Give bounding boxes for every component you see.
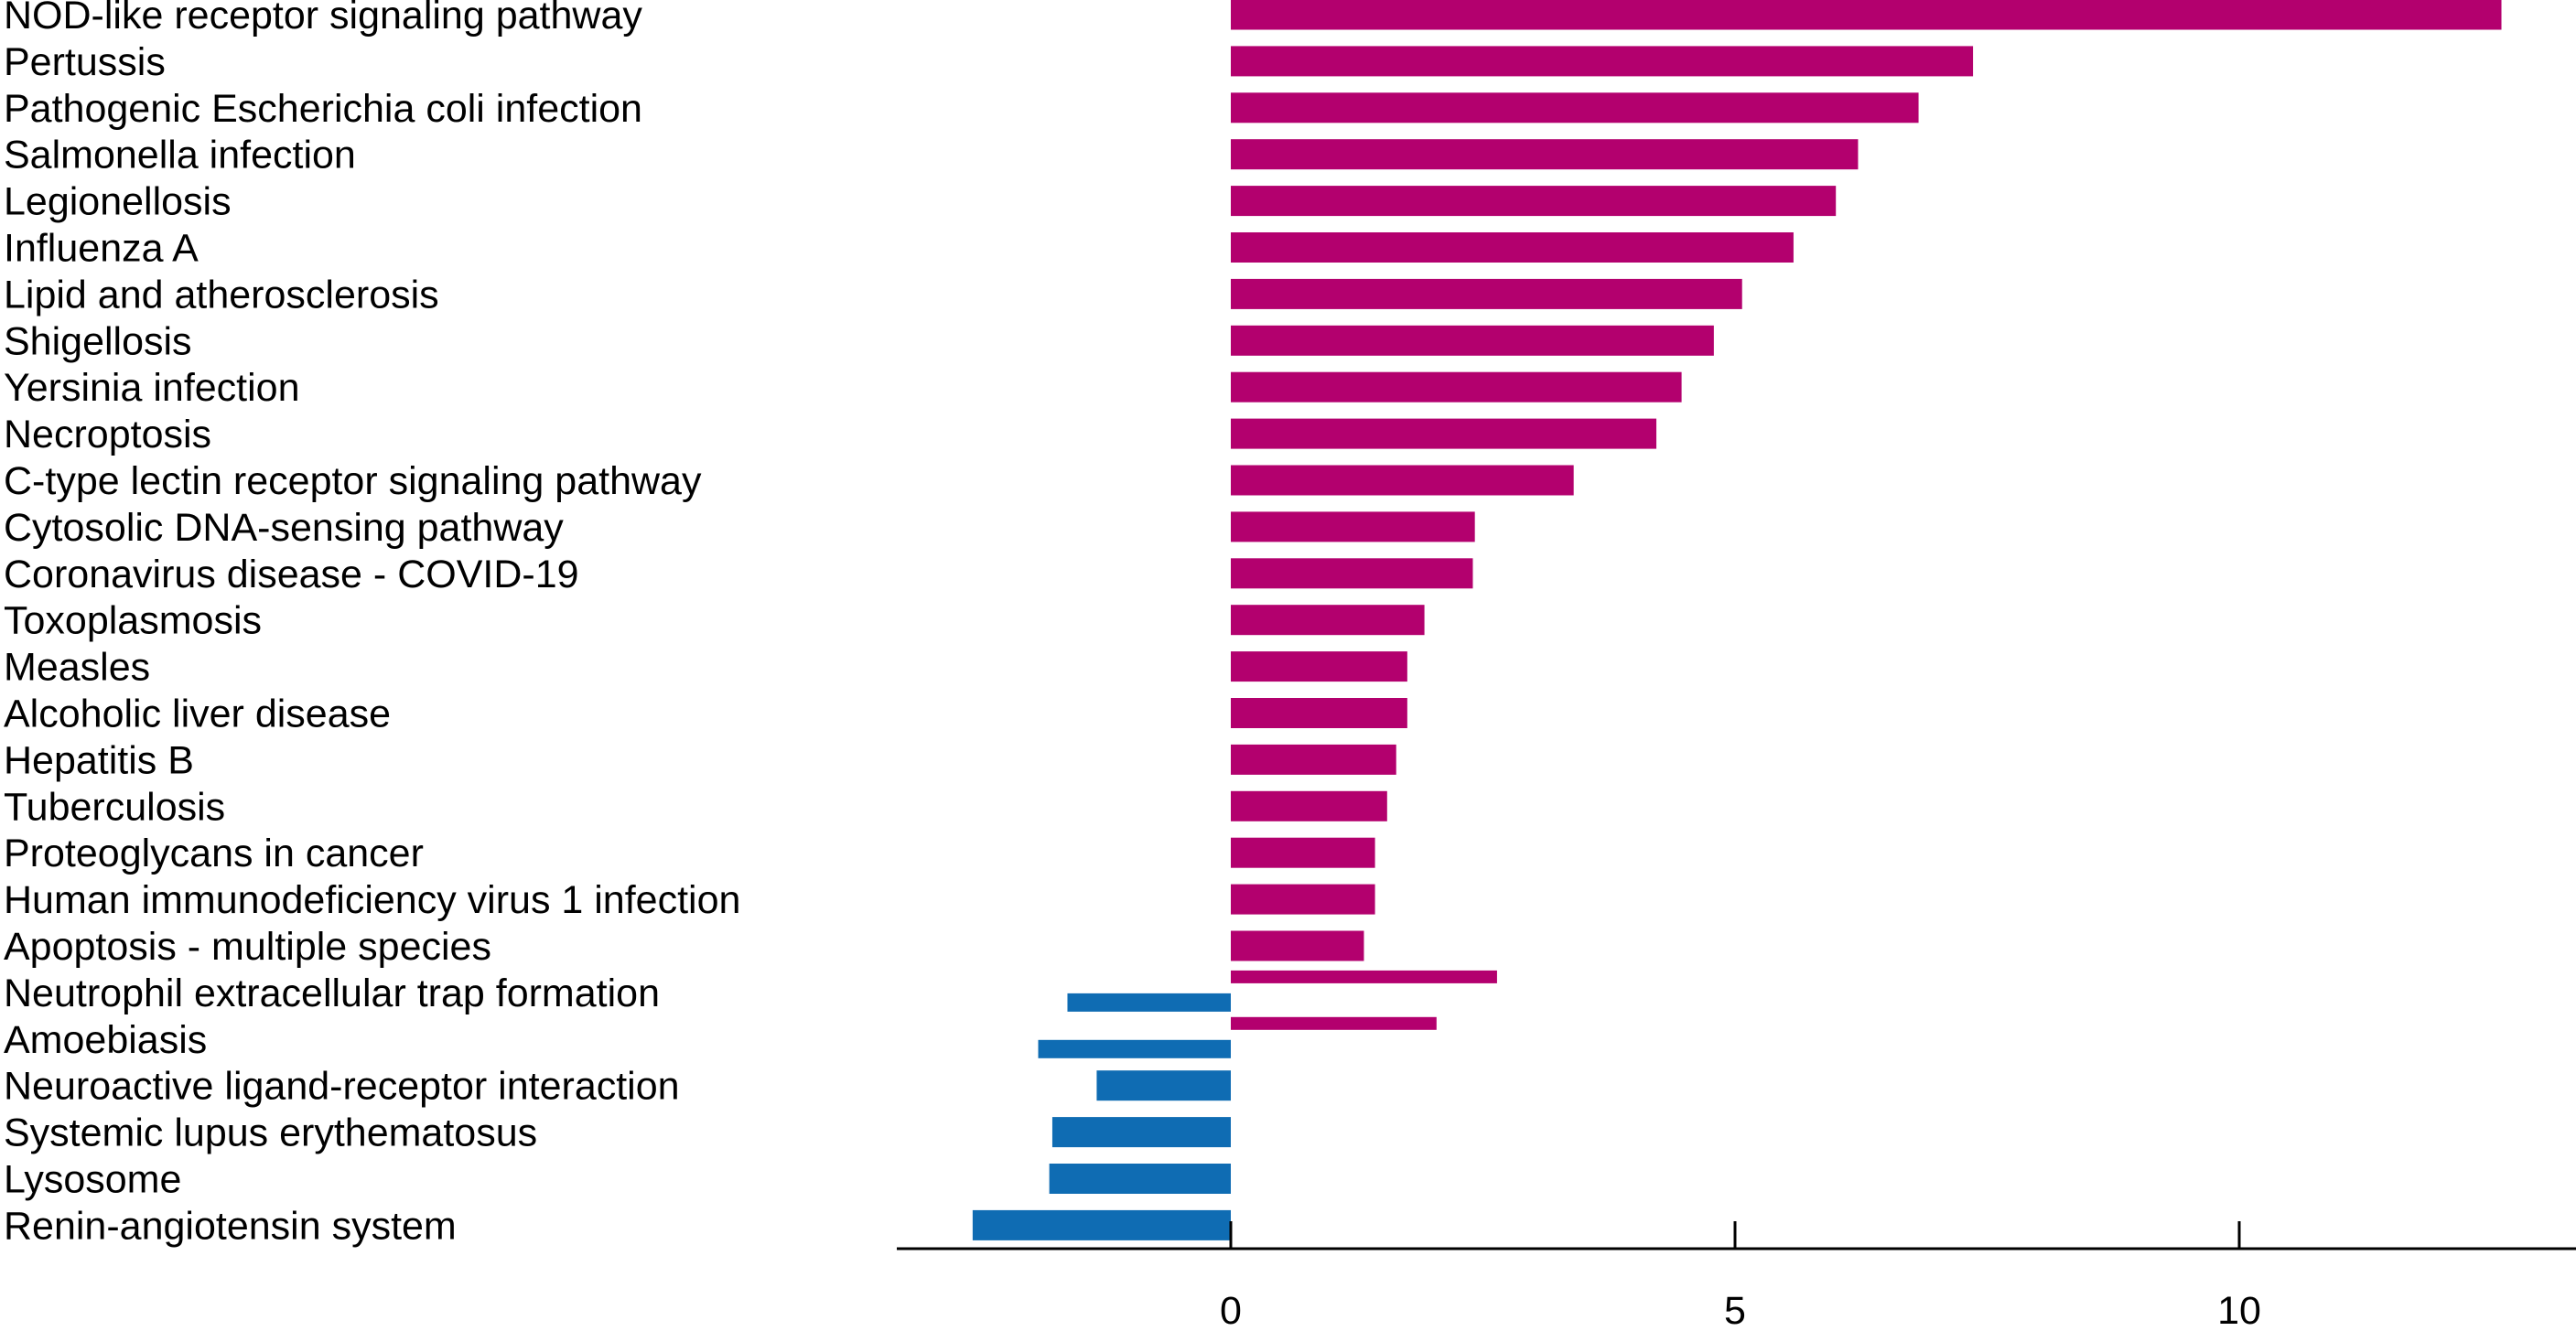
bar-up [1231,605,1425,636]
bar-down [1096,1070,1231,1101]
bar-up [1231,371,1682,403]
category-label: Amoebiasis [4,1018,207,1062]
category-label: Necroptosis [4,413,211,456]
category-label: Neuroactive ligand-receptor interaction [4,1065,680,1109]
category-label: Influenza A [4,227,199,271]
bar-up [1231,651,1407,682]
category-label: Human immunodeficiency virus 1 infection [4,878,740,922]
bar-up [1231,790,1387,821]
bar-up [1231,232,1794,263]
category-label: Measles [4,646,150,690]
category-label: Proteoglycans in cancer [4,832,424,875]
category-label: Legionellosis [4,180,232,224]
bar-up [1231,558,1473,589]
bar-up [1231,970,1497,983]
category-label: Lipid and atherosclerosis [4,273,439,317]
bar-up [1231,325,1714,356]
bar-up [1231,92,1919,123]
x-tick-label: 0 [1220,1289,1242,1331]
bar-up [1231,46,1974,77]
category-label: Salmonella infection [4,134,356,177]
bar-up [1231,930,1364,961]
bar-up [1231,744,1396,775]
bar-up [1231,698,1407,728]
category-label: Cytosolic DNA-sensing pathway [4,506,564,550]
x-tick-label: 10 [2217,1289,2261,1331]
category-label: Renin-angiotensin system [4,1204,457,1248]
bar-up [1231,465,1574,496]
bar-down [1049,1164,1231,1194]
bar-down [1051,1117,1231,1148]
x-tick-label: 5 [1724,1289,1746,1331]
category-label: Shigellosis [4,319,192,363]
bar-down [972,1209,1231,1240]
category-label: Coronavirus disease - COVID-19 [4,553,579,596]
bar-up [1231,278,1742,309]
bar-up [1231,0,2502,30]
bar-up [1231,511,1475,542]
bar-up [1231,1016,1437,1030]
bar-up [1231,884,1375,915]
category-label: Pathogenic Escherichia coli infection [4,87,642,131]
category-labels: NOD-like receptor signaling pathwayPertu… [4,0,740,1248]
bar-up [1231,186,1837,217]
category-label: Toxoplasmosis [4,599,262,643]
bar-down [1067,993,1231,1012]
bar-down [1038,1039,1231,1058]
category-label: Neutrophil extracellular trap formation [4,971,660,1015]
category-label: Alcoholic liver disease [4,692,391,736]
category-label: Systemic lupus erythematosus [4,1111,537,1155]
category-label: Lysosome [4,1158,181,1202]
category-label: Hepatitis B [4,738,194,782]
category-label: C-type lectin receptor signaling pathway [4,459,702,503]
bars [972,0,2502,1240]
bar-up [1231,418,1657,449]
category-label: NOD-like receptor signaling pathway [4,0,642,38]
category-label: Pertussis [4,40,166,84]
bar-up [1231,139,1859,170]
category-label: Yersinia infection [4,366,300,410]
category-label: Apoptosis - multiple species [4,925,491,969]
category-label: Tuberculosis [4,785,225,829]
x-axis: 0 5 10 [897,1221,2576,1331]
bar-up [1231,837,1375,868]
